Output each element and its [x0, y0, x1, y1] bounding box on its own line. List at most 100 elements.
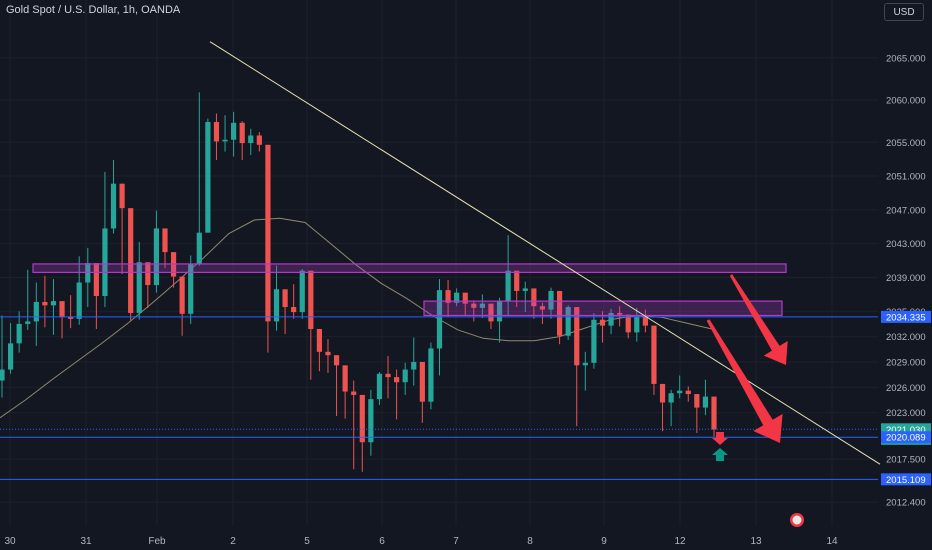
candle-body	[308, 270, 314, 329]
candle-body	[556, 290, 563, 336]
time-axis-tick: 9	[601, 536, 607, 547]
descending-trendline[interactable]	[209, 41, 881, 465]
candle-body	[411, 361, 417, 370]
price-axis-tick: 2032.000	[886, 332, 926, 343]
candle-body	[531, 288, 537, 307]
candle-body	[76, 282, 82, 319]
down-arrow-annotation	[729, 274, 788, 365]
arrow-annotations	[706, 274, 788, 443]
candle-body	[565, 307, 571, 336]
candle-body	[25, 321, 31, 324]
price-axis-label[interactable]: 2021.030	[886, 425, 926, 436]
candle-body	[651, 325, 657, 384]
price-axis-label[interactable]: 2015.109	[886, 475, 926, 486]
candle-body	[642, 316, 648, 326]
candle-body	[711, 396, 717, 430]
price-axis[interactable]: 2065.000 2060.000 2055.000 2051.000 2047.000…	[881, 53, 931, 509]
candle-body	[0, 369, 5, 381]
candle-body	[368, 399, 374, 443]
candle-body	[16, 323, 22, 344]
candle-body	[248, 135, 254, 144]
candle-body	[376, 373, 383, 400]
candle-body	[462, 292, 468, 304]
candle-body	[162, 228, 168, 253]
chart-title: Gold Spot / U.S. Dollar, 1h, OANDA	[6, 4, 181, 16]
time-axis-tick: 7	[453, 536, 459, 547]
trendline-group[interactable]	[209, 41, 881, 465]
candle-body	[299, 270, 305, 313]
time-axis[interactable]: 30 31 Feb 2 5 6 7 8 9 12 13 14	[4, 536, 838, 547]
price-level-label-bg	[881, 431, 931, 444]
price-axis-tick: 2055.000	[886, 138, 926, 149]
price-axis-label[interactable]: 2020.089	[886, 433, 926, 444]
candle-body	[702, 396, 709, 408]
buy-marker-icon	[712, 448, 728, 461]
candle-body	[153, 228, 160, 286]
candle-body	[59, 301, 65, 318]
candle-body	[179, 276, 185, 314]
candle-body	[239, 122, 245, 144]
candle-body	[213, 121, 220, 142]
candle-body	[119, 183, 125, 209]
candle-body	[625, 314, 631, 333]
candle-body	[333, 355, 340, 366]
candle-body	[496, 301, 503, 322]
price-axis-label[interactable]: 2034.335	[886, 312, 926, 323]
time-axis-tick: 12	[674, 536, 686, 547]
candle-body	[685, 390, 691, 395]
price-levels[interactable]	[0, 316, 878, 480]
price-axis-tick: 2051.000	[886, 172, 926, 183]
candle-body	[582, 362, 588, 366]
resistance-zone[interactable]	[423, 300, 783, 317]
currency-button[interactable]: USD	[884, 3, 924, 21]
resistance-zones[interactable]	[32, 263, 787, 317]
price-axis-tick: 2047.000	[886, 205, 926, 216]
candle-body	[110, 183, 117, 229]
candle-body	[359, 394, 365, 443]
candle-body	[256, 135, 262, 145]
time-axis-tick: 8	[527, 536, 533, 547]
candle-body	[617, 312, 623, 315]
time-axis-tick: Feb	[148, 536, 166, 547]
candle-body	[454, 292, 460, 303]
candle-body	[273, 289, 280, 322]
candle-body	[548, 290, 554, 310]
candle-body	[677, 390, 683, 394]
us-flag-event-icon-inner	[792, 515, 802, 525]
candle-body	[50, 301, 57, 306]
candle-body	[574, 307, 580, 366]
candle-body	[145, 262, 151, 286]
candle-body	[479, 303, 485, 308]
candle-body	[33, 301, 39, 322]
candle-body	[668, 393, 674, 403]
candle-body	[196, 232, 202, 264]
candle-body	[265, 144, 271, 322]
candle-body	[385, 373, 391, 378]
candlestick-series	[0, 92, 717, 472]
candle-body	[471, 303, 477, 308]
candle-body	[93, 263, 99, 297]
time-axis-tick: 5	[304, 536, 310, 547]
candle-body	[205, 121, 211, 233]
price-axis-tick: 2017.500	[886, 455, 926, 466]
candle-body	[659, 383, 666, 403]
candle-body	[136, 262, 142, 313]
candle-body	[316, 328, 322, 352]
price-level-label-bg	[881, 310, 931, 323]
resistance-zone[interactable]	[32, 263, 787, 273]
candle-body	[591, 319, 597, 363]
candle-body	[514, 270, 520, 291]
candle-body	[188, 263, 194, 314]
candle-body	[351, 391, 357, 395]
price-axis-tick: 2026.000	[886, 383, 926, 394]
time-axis-tick: 14	[826, 536, 838, 547]
candle-body	[608, 312, 614, 326]
candle-body	[394, 377, 400, 383]
candle-body	[222, 139, 228, 142]
candle-body	[419, 361, 425, 402]
candle-body	[282, 289, 288, 308]
price-axis-tick: 2023.000	[886, 408, 926, 419]
candle-body	[505, 270, 511, 302]
candle-body	[599, 319, 606, 326]
